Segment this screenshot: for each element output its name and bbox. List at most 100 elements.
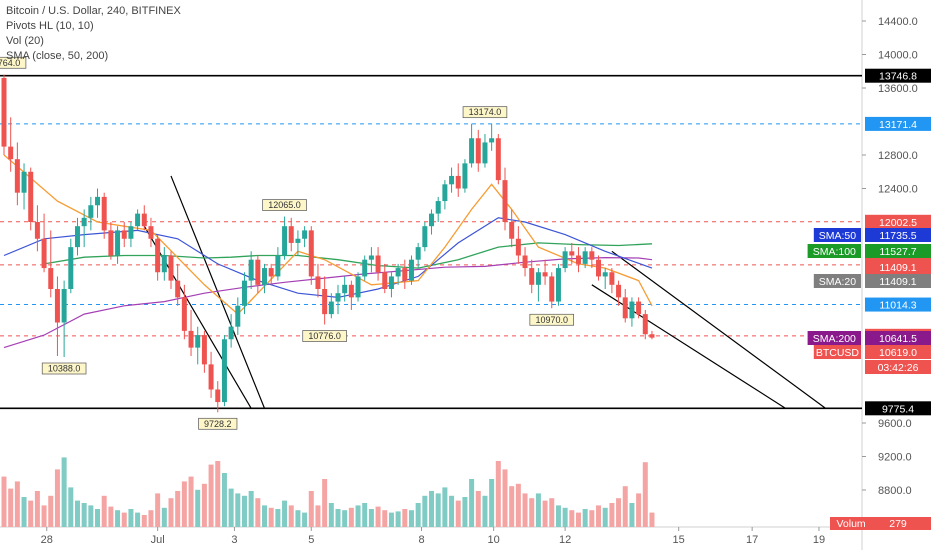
price-axis-tick-label: 9600.0	[878, 418, 912, 430]
indicator-name-label: SMA:100	[813, 246, 856, 258]
pivots-indicator-label: Pivots HL (10, 10)	[6, 20, 94, 32]
level-price-tag-bg	[865, 116, 931, 131]
indicator-value-tag: 10619.0	[879, 347, 917, 359]
volume-bar	[589, 510, 595, 527]
candle-body	[108, 230, 114, 256]
volume-bar	[28, 500, 34, 527]
volume-bar	[95, 509, 101, 527]
candle-body	[542, 272, 548, 277]
price-axis-tick-label: 12800.0	[878, 150, 918, 162]
volume-bar	[215, 461, 221, 527]
indicator-name-label: SMA:200	[813, 333, 856, 345]
candle-body	[495, 138, 501, 181]
volume-bar	[442, 487, 448, 527]
volume-bar	[582, 509, 588, 527]
volume-bar	[81, 503, 87, 527]
candle-body	[609, 272, 615, 285]
volume-bar	[616, 498, 622, 527]
candle-body	[368, 255, 374, 260]
candle-body	[28, 171, 34, 222]
volume-bar	[482, 495, 488, 527]
volume-bar	[128, 509, 134, 527]
trend-line	[170, 175, 266, 409]
volume-bar	[602, 507, 608, 527]
price-axis-tick-label: 9200.0	[878, 452, 912, 464]
candle-body	[14, 159, 20, 193]
indicator-value-tag: 11735.5	[879, 230, 916, 242]
candle-body	[348, 284, 354, 298]
chart-legend: Bitcoin / U.S. Dollar, 240, BITFINEX Piv…	[6, 4, 181, 64]
candle-body	[589, 251, 595, 260]
volume-bar	[8, 488, 14, 527]
volume-bar	[148, 510, 154, 527]
volume-bar	[509, 486, 515, 527]
volume-bar	[21, 497, 27, 527]
volume-bar	[502, 469, 508, 527]
volume-bar	[188, 476, 194, 527]
candle-body	[208, 364, 214, 390]
candle-body	[442, 184, 448, 202]
candle-body	[295, 238, 301, 243]
candle-body	[1, 77, 7, 147]
candle-body	[88, 205, 94, 218]
candle-body	[168, 255, 174, 281]
volume-bar	[48, 495, 54, 527]
candle-body	[141, 213, 147, 227]
level-price-tag: 9775.4	[882, 403, 914, 415]
volume-bar	[455, 500, 461, 527]
indicator-value-tag: 11409.1	[879, 276, 916, 288]
price-axis-tick-label: 8800.0	[878, 485, 912, 497]
time-axis-tick-label: Jul	[151, 534, 165, 546]
volume-bar	[141, 515, 147, 527]
candle-body	[555, 268, 561, 302]
volume-bar	[569, 510, 575, 527]
pivot-label: 10776.0	[308, 331, 341, 341]
pivot-label: 12065.0	[268, 200, 301, 210]
volume-bar	[282, 500, 288, 527]
candle-body	[175, 280, 181, 298]
volume-bar	[368, 509, 374, 527]
trend-line	[591, 284, 786, 409]
candle-body	[121, 230, 127, 239]
candle-body	[395, 268, 401, 277]
indicator-value-tag-bg	[865, 360, 931, 374]
volume-bar	[462, 497, 468, 527]
volume-bar	[74, 500, 80, 527]
level-price-tag: 11014.3	[879, 300, 916, 312]
trend-line	[611, 250, 826, 409]
candle-body	[201, 335, 207, 365]
indicator-name-label: BTCUSD	[816, 347, 860, 359]
volume-bar	[408, 510, 414, 527]
candle-body	[188, 330, 194, 348]
pivot-label: 10970.0	[535, 315, 568, 325]
candle-body	[582, 251, 588, 264]
volume-bar	[555, 505, 561, 527]
volume-value-bg	[865, 517, 931, 530]
candle-body	[469, 138, 475, 164]
candle-body	[355, 276, 361, 298]
candle-body	[288, 226, 294, 243]
candle-body	[282, 226, 288, 256]
volume-bar	[562, 507, 568, 527]
candle-body	[502, 180, 508, 222]
candle-body	[602, 272, 608, 277]
volume-bar	[636, 493, 642, 527]
candle-body	[155, 238, 161, 273]
volume-bar	[475, 491, 481, 527]
volume-bar	[362, 503, 368, 527]
candle-body	[575, 255, 581, 264]
volume-bar	[375, 506, 381, 527]
volume-bar	[429, 491, 435, 527]
candle-body	[362, 259, 368, 277]
volume-bar	[248, 491, 254, 527]
volume-bar	[255, 498, 261, 527]
candle-body	[335, 293, 341, 302]
indicator-value-tag-bg	[865, 260, 931, 274]
indicator-value-tag: 10641.5	[879, 333, 917, 345]
volume-bar	[181, 481, 187, 527]
trend-line	[143, 225, 252, 409]
volume-bar	[302, 512, 308, 527]
candle-body	[34, 222, 40, 239]
candle-body	[8, 146, 14, 160]
